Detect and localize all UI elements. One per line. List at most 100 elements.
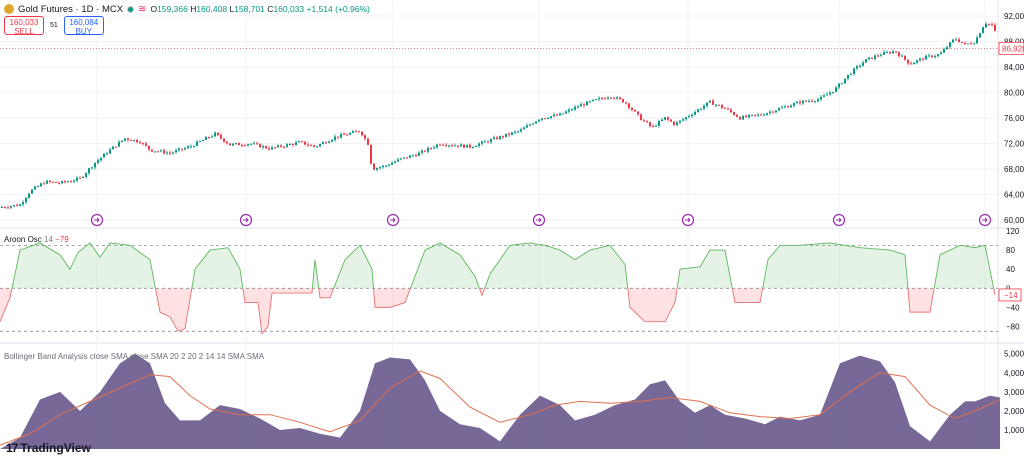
candle-body [790, 105, 792, 108]
buy-button[interactable]: 160,084 BUY [63, 16, 104, 36]
candle-body [148, 145, 150, 150]
candle-body [22, 202, 24, 205]
tradingview-logo[interactable]: 17 TradingView [6, 441, 91, 455]
bb-legend[interactable]: Bollinger Band Analysis close SMA close … [4, 352, 265, 361]
candle-body [70, 181, 72, 183]
candle-body [670, 119, 672, 122]
candle-body [175, 150, 177, 153]
candle-body [223, 138, 225, 142]
candle-body [496, 137, 498, 140]
last-price-badge [998, 41, 1024, 55]
candle-body [520, 129, 522, 132]
candle-body [901, 55, 903, 57]
candle-body [406, 157, 408, 159]
candle-body [247, 144, 249, 146]
tradingview-mark-icon: 17 [6, 441, 18, 455]
candle-body [4, 207, 6, 209]
candle-body [976, 37, 978, 44]
candle-body [604, 98, 606, 100]
candle-body [151, 149, 153, 152]
candle-body [649, 122, 651, 126]
candle-body [103, 153, 105, 158]
candle-body [439, 144, 441, 146]
candle-body [325, 142, 327, 144]
candle-body [163, 150, 165, 154]
candle-body [973, 43, 975, 45]
candle-body [136, 139, 138, 143]
aroon-negative-area [0, 288, 995, 334]
price-tick-label: 76,000 [1004, 114, 1024, 123]
candle-body [811, 100, 813, 102]
candle-body [391, 162, 393, 165]
candle-body [967, 43, 969, 45]
candle-body [472, 146, 474, 148]
candle-body [799, 101, 801, 104]
candle-body [673, 121, 675, 125]
candle-body [517, 131, 519, 133]
candle-body [169, 152, 171, 154]
candle-body [481, 141, 483, 144]
candle-body [250, 143, 252, 145]
candle-body [889, 51, 891, 54]
candle-body [871, 57, 873, 59]
candle-body [886, 51, 888, 53]
aroon-tick-label: −40 [1006, 303, 1020, 312]
bb-histogram-area [0, 353, 1000, 449]
candle-body [568, 109, 570, 112]
candle-body [331, 139, 333, 142]
candle-body [508, 133, 510, 135]
candle-body [577, 106, 579, 108]
candle-body [304, 141, 306, 145]
candle-body [727, 108, 729, 110]
candle-body [229, 143, 231, 146]
candle-body [37, 186, 39, 188]
candle-body [196, 141, 198, 147]
candle-body [301, 141, 303, 143]
candle-body [802, 100, 804, 104]
candle-body [31, 189, 33, 194]
wave-icon[interactable]: ≋ [138, 3, 147, 15]
candle-body [553, 114, 555, 117]
sell-button[interactable]: 160,033 SELL [4, 16, 44, 36]
candle-body [322, 142, 324, 145]
candle-body [514, 131, 516, 133]
candle-body [820, 96, 822, 100]
price-tick-label: 84,000 [1004, 63, 1024, 72]
candle-body [55, 181, 57, 183]
candle-body [412, 155, 414, 157]
candle-body [667, 117, 669, 120]
candle-body [130, 139, 132, 141]
candle-body [211, 136, 213, 138]
candle-body [142, 143, 144, 145]
candle-body [949, 42, 951, 48]
candle-body [241, 145, 243, 147]
candle-body [238, 143, 240, 146]
candle-body [643, 120, 645, 122]
price-tick-label: 68,000 [1004, 165, 1024, 174]
candle-body [415, 155, 417, 157]
candle-body [763, 114, 765, 116]
symbol-title[interactable]: Gold Futures · 1D · MCX [18, 3, 124, 15]
candle-body [610, 97, 612, 99]
candle-body [529, 124, 531, 126]
price-tick-label: 92,000 [1004, 12, 1024, 21]
candle-body [10, 206, 12, 208]
event-arrow-icon [94, 217, 100, 223]
candle-body [13, 204, 15, 207]
candle-body [832, 91, 834, 93]
aroon-legend[interactable]: Aroon Osc 14 −79 [4, 235, 69, 244]
candle-body [865, 59, 867, 63]
candle-body [118, 141, 120, 147]
candle-body [736, 115, 738, 117]
candle-body [712, 100, 714, 105]
candle-body [319, 144, 321, 147]
candle-body [145, 143, 147, 146]
price-tick-label: 60,000 [1004, 216, 1024, 225]
candle-body [106, 153, 108, 155]
candle-body [397, 159, 399, 162]
trade-panel: 160,033 SELL 51 160,084 BUY [4, 16, 104, 36]
candle-body [298, 141, 300, 143]
ohlc-values: O159,366 H160,408 L158,701 C160,033 +1,5… [150, 4, 370, 14]
candle-body [352, 131, 354, 133]
